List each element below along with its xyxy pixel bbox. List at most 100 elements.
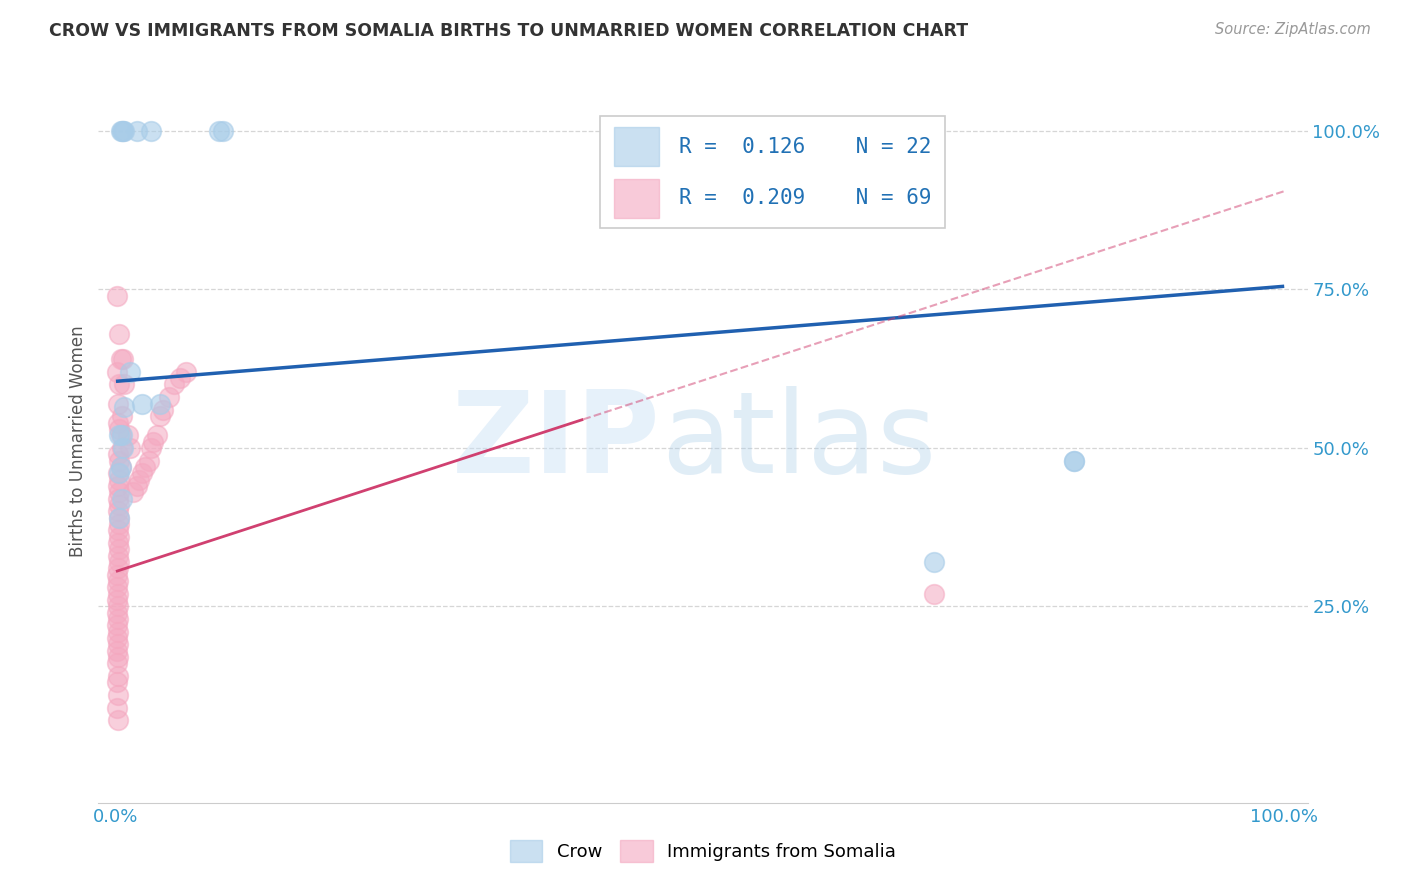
Point [111,124,134,138]
Point [105,657,128,671]
Point [107,574,129,588]
Point [110,428,132,442]
Point [108,467,131,481]
Point [107,447,129,461]
Point [139,441,162,455]
Bar [614,178,659,218]
Point [108,453,131,467]
Point [117,428,139,442]
Point [111,352,134,367]
Point [108,473,131,487]
Point [212,124,235,138]
Point [108,530,131,544]
Point [107,587,129,601]
Text: CROW VS IMMIGRANTS FROM SOMALIA BIRTHS TO UNMARRIED WOMEN CORRELATION CHART: CROW VS IMMIGRANTS FROM SOMALIA BIRTHS T… [49,22,969,40]
Point [112,377,135,392]
Point [108,326,131,341]
Point [922,587,945,601]
Point [107,637,129,651]
Point [922,555,945,569]
Point [105,643,128,657]
Point [105,700,128,714]
Point [108,510,131,524]
Point [139,124,162,138]
Point [108,516,131,531]
Point [107,504,129,518]
Point [111,428,134,442]
Point [105,580,128,594]
Point [131,467,153,481]
Point [110,124,132,138]
Point [131,396,153,410]
Point [118,365,141,379]
Point [111,409,134,424]
Point [105,593,128,607]
Point [111,124,134,138]
Point [108,510,131,524]
Legend: Crow, Immigrants from Somalia: Crow, Immigrants from Somalia [510,840,896,863]
Y-axis label: Births to Unmarried Women: Births to Unmarried Women [69,326,87,558]
Point [118,441,141,455]
Point [107,467,129,481]
Point [149,396,172,410]
Point [105,289,128,303]
Point [107,536,129,550]
Point [152,402,174,417]
Point [105,365,128,379]
Point [108,542,131,557]
Point [105,567,128,582]
Point [108,428,131,442]
Point [108,485,131,500]
Point [107,416,129,430]
Point [110,459,132,474]
Point [105,631,128,645]
Point [107,650,129,665]
Point [107,561,129,575]
Point [1063,453,1085,467]
Text: R =  0.209    N = 69: R = 0.209 N = 69 [679,188,932,208]
Point [174,365,197,379]
Point [112,400,135,414]
Point [157,390,180,404]
Point [107,523,129,537]
Point [125,124,148,138]
Point [107,612,129,626]
Point [163,377,186,392]
Point [125,479,148,493]
Point [107,624,129,639]
Point [122,485,145,500]
Point [111,491,134,506]
Text: R =  0.126    N = 22: R = 0.126 N = 22 [679,136,932,157]
Point [107,714,129,728]
Text: ZIP: ZIP [453,386,661,497]
Point [108,422,131,436]
Point [108,498,131,512]
Point [107,688,129,702]
Point [208,124,231,138]
Point [134,459,156,474]
Point [149,409,172,424]
Point [110,352,132,367]
Point [107,396,129,410]
Point [108,377,131,392]
Point [111,441,134,455]
Point [107,479,129,493]
Point [107,491,129,506]
Point [105,675,128,690]
Point [138,453,160,467]
Point [105,606,128,620]
Point [146,428,169,442]
Point [1063,453,1085,467]
Point [107,669,129,683]
Point [107,599,129,614]
Point [107,549,129,563]
Bar [614,127,659,166]
Point [142,434,165,449]
Point [110,459,132,474]
FancyBboxPatch shape [600,116,945,228]
Point [128,473,150,487]
Text: Source: ZipAtlas.com: Source: ZipAtlas.com [1215,22,1371,37]
Point [108,555,131,569]
Point [105,618,128,632]
Point [169,371,191,385]
